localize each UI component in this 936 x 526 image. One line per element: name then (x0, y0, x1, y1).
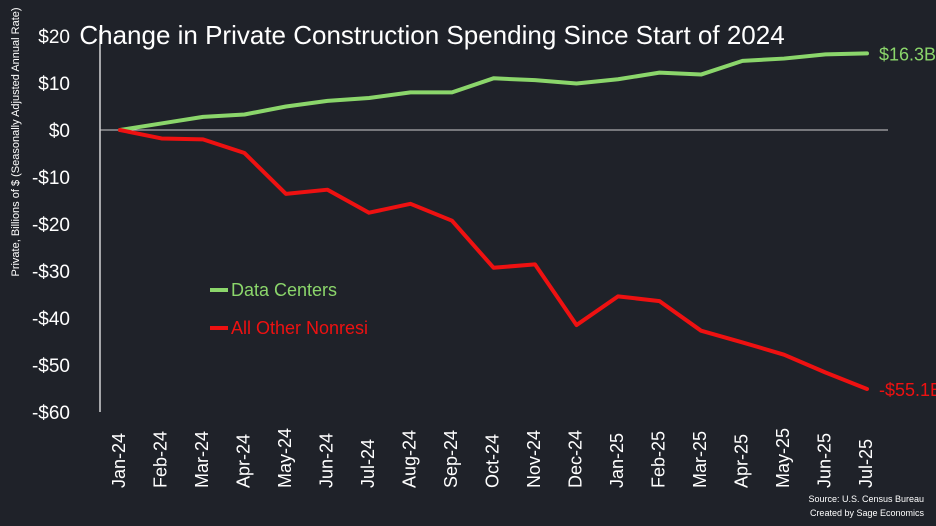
credit-note: Created by Sage Economics (810, 508, 925, 518)
x-tick-label: May-24 (275, 428, 295, 488)
x-tick-label: Aug-24 (400, 430, 420, 488)
x-tick-label: Jun-25 (815, 433, 835, 488)
y-tick-label: -$40 (32, 309, 70, 330)
x-tick-label: May-25 (773, 428, 793, 488)
y-axis-ticks: $20 $10 $0 -$10 -$20 -$30 -$40 -$50 -$60 (32, 27, 70, 424)
x-tick-label: Feb-25 (649, 431, 669, 488)
x-tick-label: Mar-24 (192, 431, 212, 488)
legend: Data Centers All Other Nonresi (210, 280, 368, 338)
y-tick-label: -$60 (32, 403, 70, 424)
chart-title: Change in Private Construction Spending … (79, 20, 784, 50)
y-tick-label: -$50 (32, 356, 70, 377)
series-line (118, 128, 869, 391)
x-tick-label: Jan-25 (607, 433, 627, 488)
x-tick-label: Jul-25 (856, 439, 876, 488)
y-tick-label: -$20 (32, 215, 70, 236)
series-end-label: -$55.1B (879, 380, 936, 400)
series-end-labels: $16.3B -$55.1B (879, 44, 936, 400)
legend-label-data-centers: Data Centers (231, 280, 337, 300)
x-tick-label: Jan-24 (109, 433, 129, 488)
x-tick-label: Apr-24 (234, 434, 254, 488)
x-axis-ticks: Jan-24 Feb-24 Mar-24 Apr-24 May-24 Jun-24 Jul-… (109, 428, 876, 488)
series-end-label: $16.3B (879, 44, 936, 64)
x-tick-label: Nov-24 (524, 430, 544, 488)
y-tick-label: $20 (38, 27, 70, 48)
y-tick-label: -$30 (32, 262, 70, 283)
y-tick-label: $10 (38, 74, 70, 95)
x-tick-label: Mar-25 (690, 431, 710, 488)
x-tick-label: Dec-24 (566, 430, 586, 488)
y-tick-label: -$10 (32, 168, 70, 189)
series-line (118, 51, 869, 132)
x-tick-label: Sep-24 (441, 430, 461, 488)
legend-label-all-other-nonresi: All Other Nonresi (231, 318, 368, 338)
axes (99, 30, 888, 412)
x-tick-label: Feb-24 (151, 431, 171, 488)
x-tick-label: Jun-24 (317, 433, 337, 488)
source-note: Source: U.S. Census Bureau (808, 494, 924, 504)
x-tick-label: Apr-25 (732, 434, 752, 488)
x-tick-label: Oct-24 (483, 434, 503, 488)
y-axis-label: Private, Billions of $ (Seasonally Adjus… (10, 7, 22, 276)
x-tick-label: Jul-24 (358, 439, 378, 488)
y-tick-label: $0 (49, 121, 70, 142)
series-lines (118, 51, 869, 391)
